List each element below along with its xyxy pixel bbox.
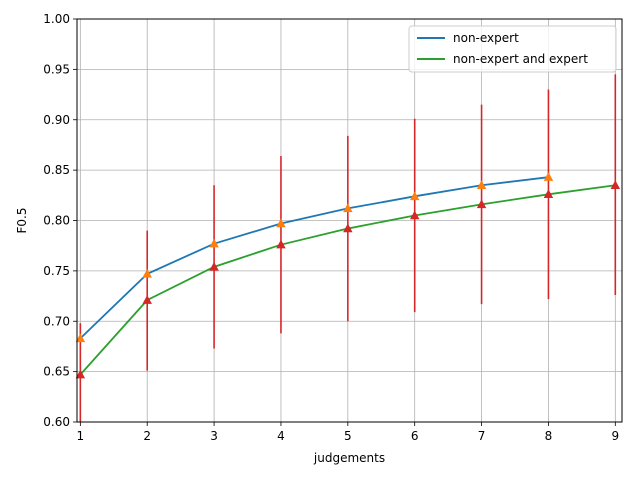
data-point-marker <box>343 203 353 213</box>
markers <box>75 172 621 379</box>
legend-label-non-expert: non-expert <box>453 31 519 45</box>
y-tick-label: 0.70 <box>43 314 70 328</box>
data-point-marker <box>476 199 487 209</box>
data-point-marker <box>543 172 554 181</box>
y-tick-label: 0.80 <box>43 214 70 228</box>
x-tick-label: 4 <box>277 429 285 443</box>
y-tick-label: 0.90 <box>43 113 70 127</box>
data-point-marker <box>142 295 152 304</box>
data-point-marker <box>142 268 152 278</box>
data-point-marker <box>409 191 420 201</box>
data-point-marker <box>209 238 219 248</box>
x-tick-label: 2 <box>143 429 151 443</box>
series-line-0 <box>79 176 549 340</box>
y-tick-label: 0.75 <box>43 264 70 278</box>
data-point-marker <box>276 218 286 228</box>
data-point-marker <box>209 261 219 271</box>
x-tick-label: 8 <box>545 429 553 443</box>
data-point-marker <box>610 180 621 189</box>
x-tick-label: 9 <box>611 429 619 443</box>
y-tick-label: 1.00 <box>43 12 70 26</box>
legend-label-non-expert-and-expert: non-expert and expert <box>453 52 588 66</box>
y-tick-label: 0.65 <box>43 365 70 379</box>
y-tick-label: 0.60 <box>43 415 70 429</box>
x-tick-label: 5 <box>344 429 352 443</box>
x-tick-label: 3 <box>210 429 218 443</box>
x-tick-label: 1 <box>77 429 85 443</box>
data-point-marker <box>75 369 86 379</box>
x-ticks: 1 2 3 4 5 6 7 8 9 <box>77 422 619 443</box>
y-tick-label: 0.95 <box>43 62 70 76</box>
data-point-marker <box>543 189 554 199</box>
x-axis-label: judgements <box>313 451 385 465</box>
data-point-marker <box>75 333 86 343</box>
x-tick-label: 7 <box>478 429 486 443</box>
data-point-marker <box>343 223 353 233</box>
data-point-marker <box>276 239 286 249</box>
grid <box>77 18 622 423</box>
y-ticks: 0.60 0.65 0.70 0.75 0.80 0.85 0.90 0.95 1.00 <box>43 12 77 429</box>
data-point-marker <box>409 210 420 220</box>
x-tick-label: 6 <box>411 429 419 443</box>
y-axis-label: F0.5 <box>15 208 29 234</box>
legend-box <box>408 25 617 73</box>
data-point-marker <box>476 180 487 189</box>
legend: non-expert non-expert and expert <box>408 25 617 73</box>
y-tick-label: 0.85 <box>43 163 70 177</box>
